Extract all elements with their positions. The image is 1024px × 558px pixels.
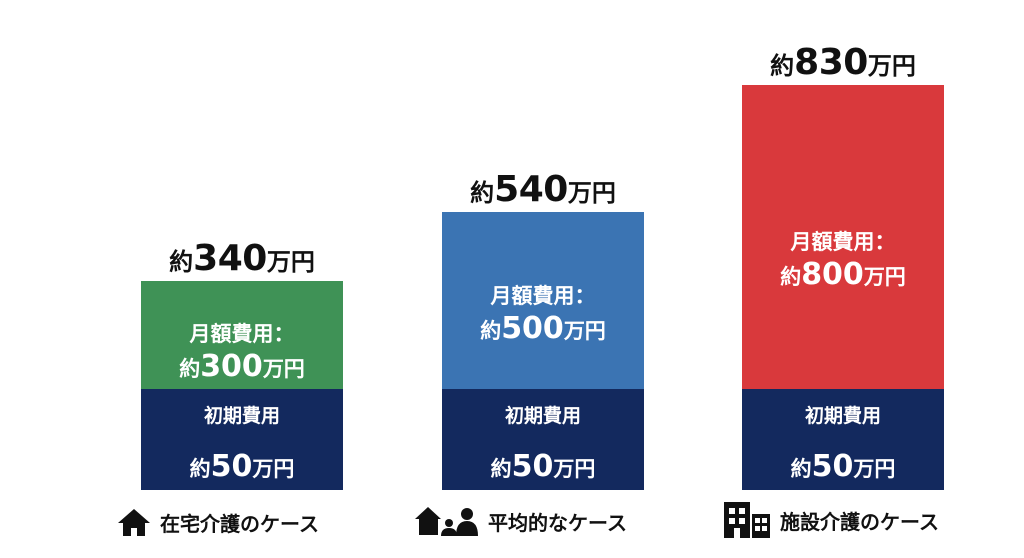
monthly-cost-label: 月額費用： xyxy=(189,322,295,346)
initial-cost-value: 約50万円 xyxy=(790,449,896,484)
initial-cost-label: 初期費用 xyxy=(504,405,581,427)
monthly-cost-label: 月額費用： xyxy=(790,230,896,254)
monthly-cost-segment: 月額費用： 約800万円 xyxy=(742,85,944,389)
caption-average: 平均的なケース xyxy=(414,505,627,537)
bar-home-care: 約340万円 月額費用： 約300万円 初期費用 約50万円 xyxy=(141,0,343,558)
total-label: 約830万円 xyxy=(770,42,916,83)
monthly-cost-segment: 月額費用： 約500万円 xyxy=(442,212,644,389)
initial-cost-value: 約50万円 xyxy=(490,449,596,484)
initial-cost-segment: 初期費用 約50万円 xyxy=(141,389,343,490)
total-label: 約540万円 xyxy=(470,169,616,210)
caption-facility: 施設介護のケース xyxy=(722,500,939,540)
total-label: 約340万円 xyxy=(169,238,315,279)
initial-cost-label: 初期費用 xyxy=(804,405,881,427)
house-family-icon xyxy=(414,505,480,537)
bar-facility: 約830万円 月額費用： 約800万円 初期費用 約50万円 xyxy=(742,0,944,558)
monthly-cost-label: 月額費用： xyxy=(490,284,596,308)
initial-cost-value: 約50万円 xyxy=(189,449,295,484)
monthly-cost-segment: 月額費用： 約300万円 xyxy=(141,281,343,389)
monthly-cost-value: 約800万円 xyxy=(780,257,906,292)
initial-cost-segment: 初期費用 約50万円 xyxy=(742,389,944,490)
initial-cost-segment: 初期費用 約50万円 xyxy=(442,389,644,490)
monthly-cost-value: 約500万円 xyxy=(480,311,606,346)
monthly-cost-value: 約300万円 xyxy=(179,349,305,384)
house-icon xyxy=(116,507,152,537)
bar-average: 約540万円 月額費用： 約500万円 初期費用 約50万円 xyxy=(442,0,644,558)
caption-home-care: 在宅介護のケース xyxy=(116,507,319,537)
building-icon xyxy=(722,500,772,540)
initial-cost-label: 初期費用 xyxy=(203,405,280,427)
